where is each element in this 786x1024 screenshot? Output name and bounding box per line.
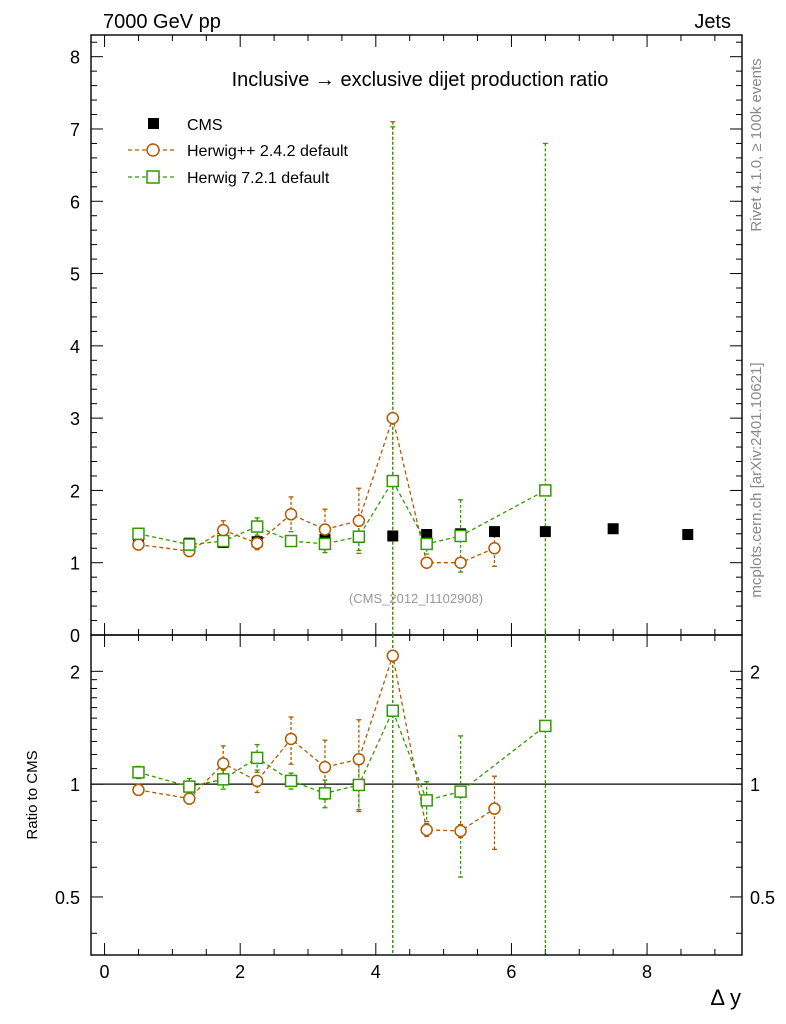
legend-entry-cms: CMS (148, 117, 223, 134)
herwig7-point-main (539, 484, 552, 497)
herwigpp-point-ratio (284, 732, 298, 746)
x-tick-label: 8 (642, 962, 652, 982)
mcplots-side-label: mcplots.cern.ch [arXiv:2401.10621] (748, 362, 765, 597)
y-tick-label-main: 2 (70, 481, 80, 501)
cms-data-point (421, 529, 433, 541)
herwig7-point-main (250, 520, 264, 533)
herwigpp-line-ratio (138, 653, 495, 832)
herwigpp-point-ratio (216, 757, 230, 770)
rivet-side-label: Rivet 4.1.0, ≥ 100k events (748, 58, 765, 231)
herwig7-line-ratio (138, 709, 546, 802)
herwig7-point-ratio (284, 774, 298, 788)
herwigpp-point-main (488, 542, 501, 555)
herwigpp-point-main (216, 523, 230, 537)
y-tick-label-ratio-right: 0.5 (750, 888, 775, 908)
herwigpp-line-main (138, 415, 495, 564)
ratio-y-axis-label: Ratio to CMS (24, 750, 41, 839)
herwigpp-point-main (318, 523, 332, 536)
herwig7-point-main (454, 529, 467, 543)
herwigpp-point-ratio (183, 792, 196, 805)
herwigpp-point-ratio (488, 802, 501, 815)
ratio-panel-frame (90, 634, 743, 956)
legend-marker-herwigpp (146, 143, 160, 157)
legend-marker-cms (148, 118, 159, 129)
herwig7-point-main (216, 534, 230, 548)
error-bars (135, 121, 548, 955)
chart-title: Inclusive → exclusive dijet production r… (232, 69, 609, 91)
y-tick-label-main: 7 (70, 120, 80, 140)
x-tick-label: 2 (235, 962, 245, 982)
legend-label-cms: CMS (187, 117, 223, 134)
herwigpp-point-main (132, 538, 145, 551)
x-axis-label: Δ y (710, 985, 741, 1010)
herwig7-point-main (132, 527, 145, 541)
herwig7-point-main (318, 537, 332, 551)
herwig7-point-ratio (539, 719, 552, 733)
energy-label: 7000 GeV pp (103, 11, 221, 33)
legend-label-herwigpp: Herwig++ 2.4.2 default (187, 143, 349, 160)
y-tick-label-main: 0 (70, 626, 80, 646)
legend-marker-herwig7 (146, 170, 160, 184)
herwig7-point-ratio (216, 773, 230, 786)
y-tick-label-main: 6 (70, 192, 80, 212)
herwig7-point-ratio (183, 780, 196, 793)
herwigpp-point-main (250, 536, 264, 550)
y-tick-label-main: 5 (70, 265, 80, 285)
y-tick-label-main: 8 (70, 48, 80, 68)
y-tick-label-ratio-left: 2 (70, 662, 80, 682)
x-tick-label: 4 (371, 962, 381, 982)
series-markers (132, 411, 694, 838)
y-tick-label-ratio-left: 0.5 (55, 888, 80, 908)
x-tick-label: 0 (100, 962, 110, 982)
cms-data-point (488, 526, 500, 538)
herwig7-point-main (352, 530, 366, 543)
y-tick-label-ratio-right: 2 (750, 662, 760, 682)
herwigpp-point-main (386, 411, 400, 425)
axis-ticks: 0 2 4 6 8 0 1 2 3 4 5 6 7 8 0.5 0.5 1 1 2 2 (55, 35, 775, 982)
herwigpp-point-ratio (132, 783, 145, 797)
herwig7-point-ratio (352, 778, 366, 792)
herwig7-point-main (183, 538, 196, 551)
category-label: Jets (694, 11, 731, 33)
y-tick-label-main: 3 (70, 409, 80, 429)
herwig7-point-ratio (420, 794, 433, 807)
x-tick-label: 6 (506, 962, 516, 982)
y-tick-label-main: 4 (70, 337, 80, 357)
herwigpp-point-ratio (318, 760, 332, 774)
herwig7-point-ratio (132, 766, 145, 779)
herwigpp-point-main (284, 508, 298, 521)
herwig7-point-ratio (454, 785, 467, 798)
herwigpp-point-main (352, 514, 366, 528)
cms-data-point (387, 530, 399, 542)
herwigpp-point-main (454, 556, 467, 569)
herwig7-point-ratio (250, 751, 264, 765)
herwigpp-point-ratio (250, 774, 264, 788)
legend-entry-herwig7: Herwig 7.2.1 default (128, 170, 330, 187)
herwigpp-point-ratio (386, 649, 400, 663)
series-lines (138, 415, 546, 832)
legend-label-herwig7: Herwig 7.2.1 default (187, 170, 330, 187)
y-tick-label-ratio-right: 1 (750, 775, 760, 795)
y-tick-label-main: 1 (70, 554, 80, 574)
herwig7-line-main (138, 479, 546, 546)
cms-data-point (539, 526, 551, 538)
cms-data-point (607, 523, 619, 535)
herwigpp-point-main (420, 556, 433, 569)
herwig7-point-ratio (386, 704, 400, 717)
herwigpp-point-ratio (352, 753, 366, 766)
herwig7-point-main (386, 474, 400, 488)
legend: CMS Herwig++ 2.4.2 default Herwig 7.2.1 … (128, 117, 349, 187)
herwigpp-point-ratio (454, 824, 467, 838)
cms-data-point (682, 529, 694, 541)
herwigpp-point-ratio (420, 823, 433, 837)
herwig7-point-ratio (318, 787, 332, 800)
legend-entry-herwigpp: Herwig++ 2.4.2 default (128, 143, 349, 160)
herwig7-point-main (284, 534, 298, 548)
analysis-watermark: (CMS_2012_I1102908) (349, 591, 483, 606)
y-tick-label-ratio-left: 1 (70, 775, 80, 795)
herwig7-point-main (420, 537, 433, 551)
